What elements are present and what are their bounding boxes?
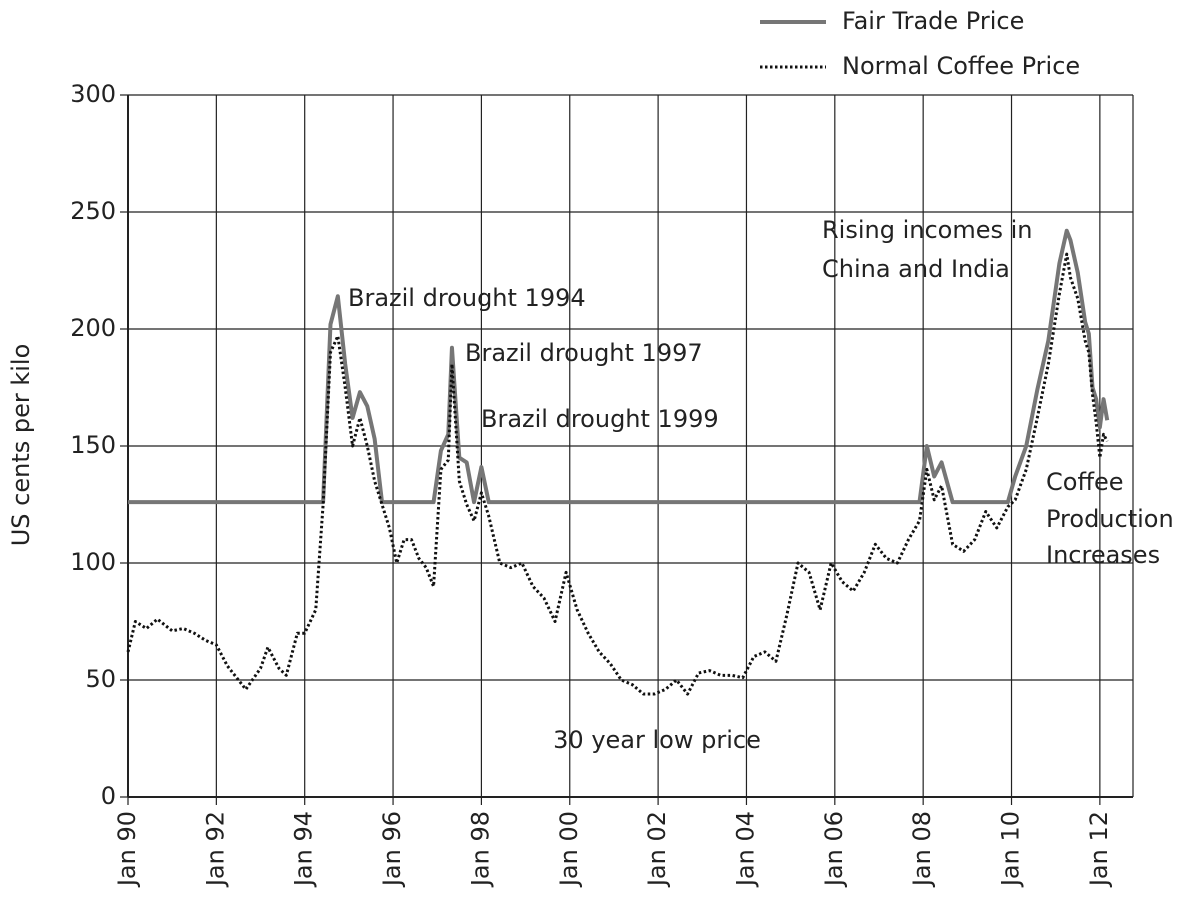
annotation: Brazil drought 1999: [481, 405, 719, 433]
x-tick-label: Jan 00: [555, 811, 583, 888]
x-tick-label: Jan 08: [908, 811, 936, 888]
series-line: [128, 228, 1110, 505]
legend-label: Normal Coffee Price: [842, 52, 1080, 80]
annotation: Increases: [1046, 541, 1160, 569]
annotation: China and India: [822, 255, 1010, 283]
y-tick-label: 250: [70, 197, 116, 225]
annotation: Coffee: [1046, 468, 1124, 496]
y-tick-label: 200: [70, 314, 116, 342]
x-tick-label: Jan 94: [290, 811, 318, 888]
y-axis-label: US cents per kilo: [7, 344, 35, 547]
y-tick-label: 300: [70, 80, 116, 108]
annotation: 30 year low price: [553, 726, 761, 754]
annotation: Brazil drought 1994: [348, 284, 586, 312]
y-tick-label: 150: [70, 431, 116, 459]
x-tick-label: Jan 02: [643, 811, 671, 888]
x-tick-label: Jan 12: [1085, 811, 1113, 888]
x-tick-label: Jan 92: [201, 811, 229, 888]
y-tick-label: 50: [85, 665, 116, 693]
annotation: Rising incomes in: [822, 216, 1033, 244]
x-tick-label: Jan 10: [997, 811, 1025, 888]
x-tick-label: Jan 98: [466, 811, 494, 888]
annotation: Brazil drought 1997: [465, 339, 703, 367]
x-tick-label: Jan 06: [820, 811, 848, 888]
series-line: [126, 252, 1109, 696]
y-tick-label: 0: [101, 782, 116, 810]
legend-label: Fair Trade Price: [842, 7, 1024, 35]
annotation: Production: [1046, 505, 1174, 533]
y-tick-label: 100: [70, 548, 116, 576]
x-tick-label: Jan 90: [113, 811, 141, 888]
x-tick-label: Jan 04: [731, 811, 759, 888]
x-tick-label: Jan 96: [378, 811, 406, 888]
